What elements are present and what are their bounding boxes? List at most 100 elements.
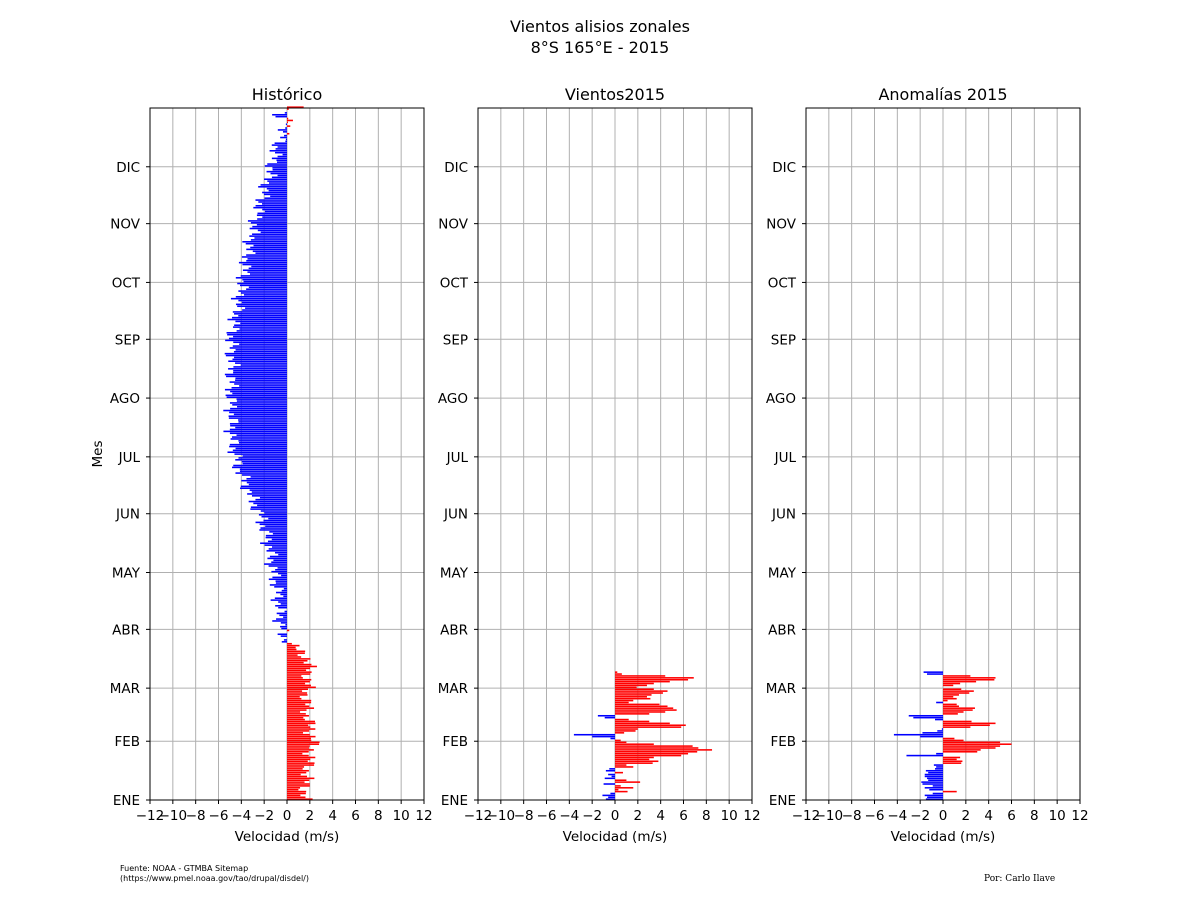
bar — [269, 555, 287, 558]
bar — [615, 785, 621, 787]
bar — [276, 612, 287, 615]
x-tick-label: 10 — [721, 808, 738, 824]
bar — [240, 292, 287, 294]
bar — [239, 385, 287, 387]
y-tick-label: MAY — [768, 565, 797, 581]
y-tick-label: ABR — [768, 622, 796, 638]
bar — [943, 720, 972, 723]
bar — [229, 432, 287, 435]
bar — [235, 362, 287, 364]
bar — [263, 519, 287, 522]
bar — [255, 204, 287, 207]
bar — [287, 690, 303, 692]
bar — [250, 508, 287, 510]
bar — [615, 726, 682, 728]
bar — [277, 174, 287, 177]
bar — [943, 747, 996, 749]
y-axis: ENE FEB MAR ABR MAY JUN JUL AGO SEP OCT NOV DIC — [766, 160, 806, 809]
bar — [242, 278, 287, 281]
chart-panels: Histórico−12−10−8 −6 −4 −2 0 2 4 6 8 10 12Velocida… — [90, 85, 1089, 845]
bar — [287, 790, 307, 793]
bar — [257, 229, 287, 232]
bar — [277, 633, 287, 636]
bar — [251, 495, 287, 497]
bar — [267, 540, 287, 543]
bar — [271, 546, 287, 548]
bar — [943, 682, 961, 685]
bar — [234, 453, 287, 455]
bar — [943, 724, 990, 727]
x-axis: −12−10−8 −6 −4 −2 0 2 4 6 8 10 12 Velocidad (m/s) — [792, 800, 1089, 845]
bar — [287, 754, 309, 757]
bar — [922, 783, 943, 785]
bar — [268, 517, 287, 520]
bar — [287, 733, 310, 736]
bar — [277, 155, 287, 158]
bar — [908, 714, 943, 717]
bar — [281, 574, 287, 577]
figure-title: Vientos alisios zonales — [510, 17, 690, 36]
bar — [615, 699, 634, 702]
bar — [287, 743, 320, 745]
bar — [242, 309, 287, 311]
bar — [240, 284, 287, 287]
x-tick-label: 10 — [1049, 808, 1066, 824]
bar — [615, 680, 670, 683]
bar — [920, 735, 943, 738]
bar — [605, 769, 615, 772]
bar — [287, 783, 310, 785]
bar — [248, 500, 287, 503]
bar — [615, 701, 629, 704]
bar — [277, 567, 287, 569]
bar — [615, 754, 682, 757]
bar — [287, 684, 311, 687]
bar — [241, 301, 287, 304]
bar — [227, 318, 287, 321]
bar — [287, 703, 306, 706]
bar — [246, 248, 287, 251]
bar — [271, 538, 287, 541]
bar — [943, 713, 958, 715]
bar — [287, 106, 304, 108]
bar — [615, 697, 651, 700]
bar — [239, 468, 287, 471]
bar — [231, 386, 287, 389]
bar — [937, 730, 943, 732]
bar — [234, 356, 287, 359]
bar — [615, 790, 628, 793]
bar — [615, 678, 689, 681]
bar — [226, 396, 287, 399]
bar — [260, 184, 287, 186]
bar — [272, 620, 287, 622]
bar — [224, 388, 287, 391]
bar — [280, 136, 287, 139]
bar — [271, 561, 287, 563]
y-tick-label: OCT — [768, 275, 797, 291]
bar — [287, 680, 310, 683]
bar — [615, 760, 659, 763]
y-axis: ENE FEB MAR ABR MAY JUN JUL AGO SEP OCT NOV DIC — [438, 160, 478, 809]
bar — [284, 134, 287, 137]
bar — [943, 703, 957, 706]
bar — [287, 688, 308, 690]
bar — [230, 407, 287, 410]
bar — [274, 551, 287, 554]
x-tick-label: 6 — [351, 808, 360, 824]
y-tick-label: ENE — [769, 793, 796, 809]
bar — [615, 709, 677, 711]
bar — [255, 521, 287, 524]
bar — [280, 603, 287, 605]
y-tick-label: MAR — [766, 681, 796, 697]
bar — [287, 642, 292, 645]
bar — [260, 527, 287, 529]
bar — [615, 675, 666, 677]
bar — [281, 627, 287, 630]
bar — [236, 398, 287, 400]
bar — [943, 751, 978, 753]
bar — [235, 459, 287, 461]
bar — [235, 447, 287, 450]
bar — [287, 697, 302, 700]
bar — [943, 762, 962, 764]
bar — [240, 364, 287, 366]
bar — [284, 610, 287, 613]
